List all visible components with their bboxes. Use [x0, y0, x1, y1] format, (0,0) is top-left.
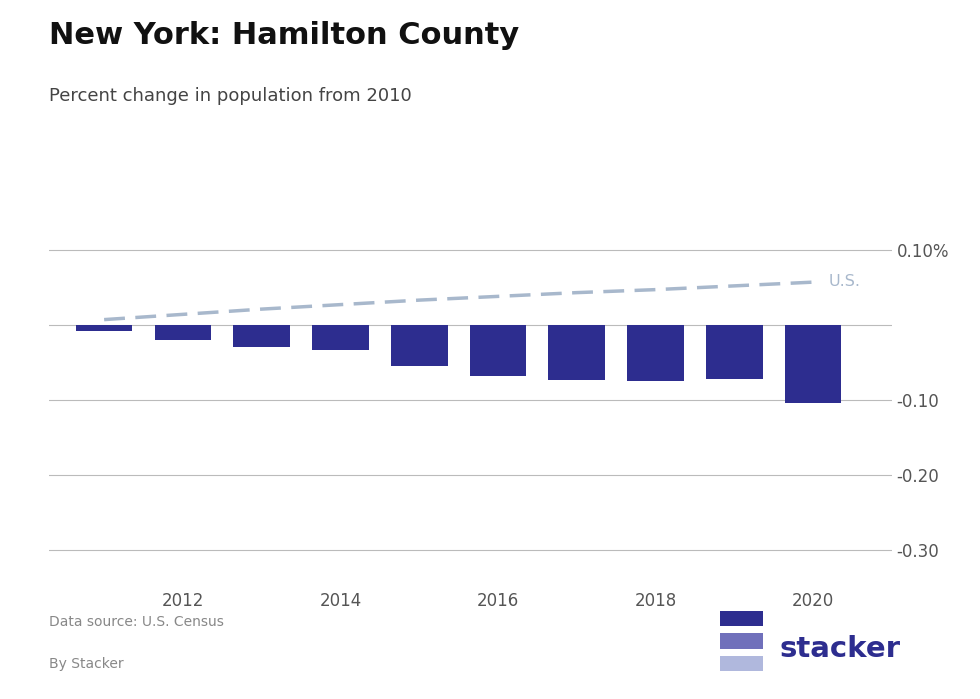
Text: By Stacker: By Stacker	[49, 657, 123, 671]
Text: Percent change in population from 2010: Percent change in population from 2010	[49, 87, 412, 106]
Bar	[469, 325, 526, 376]
Bar	[312, 325, 368, 350]
Bar	[627, 325, 684, 381]
Text: U.S.: U.S.	[829, 274, 860, 289]
Text: stacker: stacker	[779, 635, 900, 663]
Bar	[233, 325, 290, 347]
Bar	[391, 325, 448, 366]
Bar	[785, 325, 842, 403]
Text: Data source: U.S. Census: Data source: U.S. Census	[49, 615, 223, 629]
Bar	[706, 325, 762, 379]
Text: New York: Hamilton County: New York: Hamilton County	[49, 21, 519, 50]
Bar	[155, 325, 212, 340]
Bar	[549, 325, 605, 380]
Bar	[75, 325, 132, 331]
